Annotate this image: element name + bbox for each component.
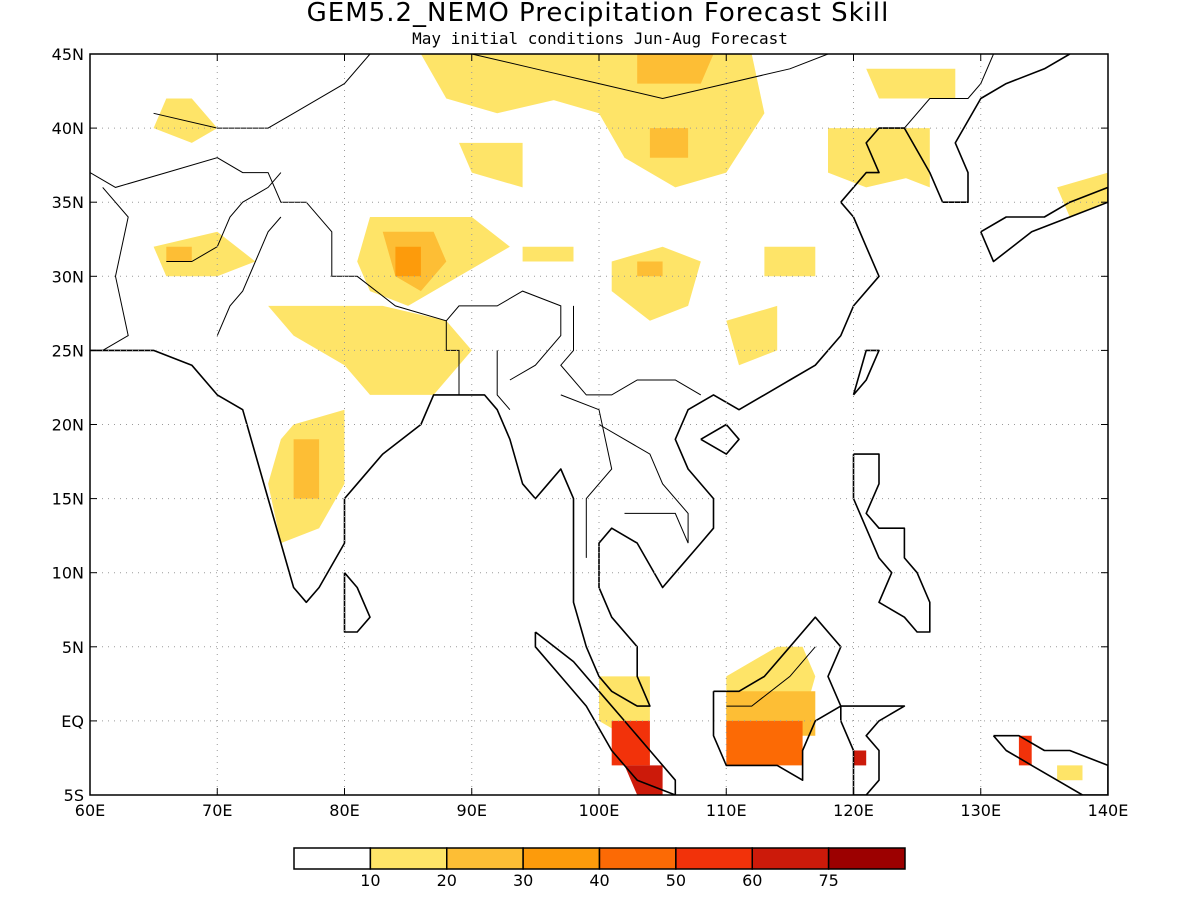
coastline	[980, 186, 1108, 263]
map-axes: 60E 70E 80E 90E 100E 110E 120E 130E 140E 45N 40N 35…	[52, 45, 1129, 820]
skill-region-level-5	[1018, 735, 1032, 766]
lat-tick-label: 5N	[62, 638, 84, 657]
skill-region-level-2	[166, 246, 192, 262]
figure-subtitle: May initial conditions Jun-Aug Forecast	[412, 29, 788, 48]
skill-region-level-6	[853, 750, 867, 766]
skill-region-level-1	[866, 68, 956, 99]
lon-tick-label: 100E	[579, 801, 620, 820]
lon-tick-label: 60E	[75, 801, 105, 820]
country-border	[904, 54, 994, 129]
lat-tick-label: 15N	[52, 490, 84, 509]
coastline	[343, 572, 371, 633]
skill-region-level-2	[649, 128, 689, 158]
map-frame	[89, 53, 1109, 796]
skill-region-level-6	[624, 765, 663, 795]
lat-tick-label: 25N	[52, 341, 84, 360]
coastline	[839, 705, 906, 795]
skill-region-level-2	[637, 54, 714, 84]
lon-tick-label: 120E	[833, 801, 874, 820]
coastline	[852, 453, 931, 633]
lon-tick-label: 140E	[1088, 801, 1129, 820]
country-border	[445, 320, 460, 395]
skill-region-level-2	[293, 439, 320, 499]
lat-tick-label: EQ	[61, 712, 84, 731]
lat-tick-label: 20N	[52, 416, 84, 435]
skill-region-level-1	[522, 246, 574, 262]
lat-tick-label: 40N	[52, 119, 84, 138]
skill-region-level-4	[726, 720, 803, 766]
coastline	[534, 631, 677, 795]
colorbar-swatch	[675, 847, 753, 870]
coastline	[852, 349, 880, 396]
country-border	[496, 350, 511, 411]
colorbar-swatch	[522, 847, 601, 870]
colorbar-legend: 10 20 30 40 50 60 75	[293, 847, 906, 890]
skill-region-level-1	[611, 246, 701, 321]
country-border	[102, 187, 129, 351]
skill-region-level-1	[268, 305, 472, 395]
colorbar-label: 75	[818, 871, 838, 890]
country-border	[560, 305, 702, 396]
colorbar-swatch	[293, 847, 372, 870]
coastline	[700, 423, 740, 455]
lat-tick-label: 5S	[64, 786, 84, 805]
skill-region-level-3	[395, 246, 421, 277]
colorbar-label: 20	[437, 871, 457, 890]
lat-tick-label: 35N	[52, 193, 84, 212]
skill-region-level-5	[611, 720, 650, 766]
colorbar-swatch	[827, 847, 906, 870]
colorbar-label: 60	[742, 871, 762, 890]
map-plot-area	[90, 54, 1108, 795]
lat-tick-label: 10N	[52, 564, 84, 583]
skill-region-level-1	[726, 305, 778, 366]
skill-region-level-1	[764, 246, 816, 277]
colorbar-label: 50	[666, 871, 686, 890]
country-border	[420, 54, 829, 100]
skill-region-level-2	[637, 261, 663, 277]
lon-tick-label: 130E	[960, 801, 1001, 820]
lon-tick-label: 90E	[457, 801, 487, 820]
skill-region-level-1	[522, 54, 765, 188]
country-border	[166, 172, 282, 262]
coastline	[992, 734, 1108, 795]
colorbar-swatch	[446, 847, 524, 870]
colorbar-swatch	[369, 847, 448, 870]
country-border	[560, 394, 613, 558]
colorbar-label: 30	[513, 871, 533, 890]
country-border	[624, 512, 689, 544]
country-border	[153, 54, 371, 129]
country-border	[216, 216, 282, 336]
skill-region-level-1	[1057, 172, 1108, 217]
colorbar-label: 10	[360, 871, 380, 890]
skill-region-level-1	[420, 54, 561, 114]
lon-tick-label: 110E	[706, 801, 747, 820]
figure-title: GEM5.2_NEMO Precipitation Forecast Skill	[307, 0, 890, 28]
lat-tick-label: 45N	[52, 45, 84, 64]
country-border	[598, 424, 689, 544]
country-border	[726, 646, 816, 707]
colorbar-label: 40	[589, 871, 609, 890]
colorbar-swatch	[751, 847, 830, 870]
lon-tick-label: 70E	[202, 801, 232, 820]
skill-region-level-1	[459, 142, 523, 188]
lon-tick-label: 80E	[329, 801, 359, 820]
colorbar-swatch	[598, 847, 677, 870]
skill-region-level-1	[891, 128, 930, 188]
coastline	[712, 616, 842, 782]
lat-tick-label: 30N	[52, 267, 84, 286]
skill-region-level-1	[1057, 765, 1083, 781]
